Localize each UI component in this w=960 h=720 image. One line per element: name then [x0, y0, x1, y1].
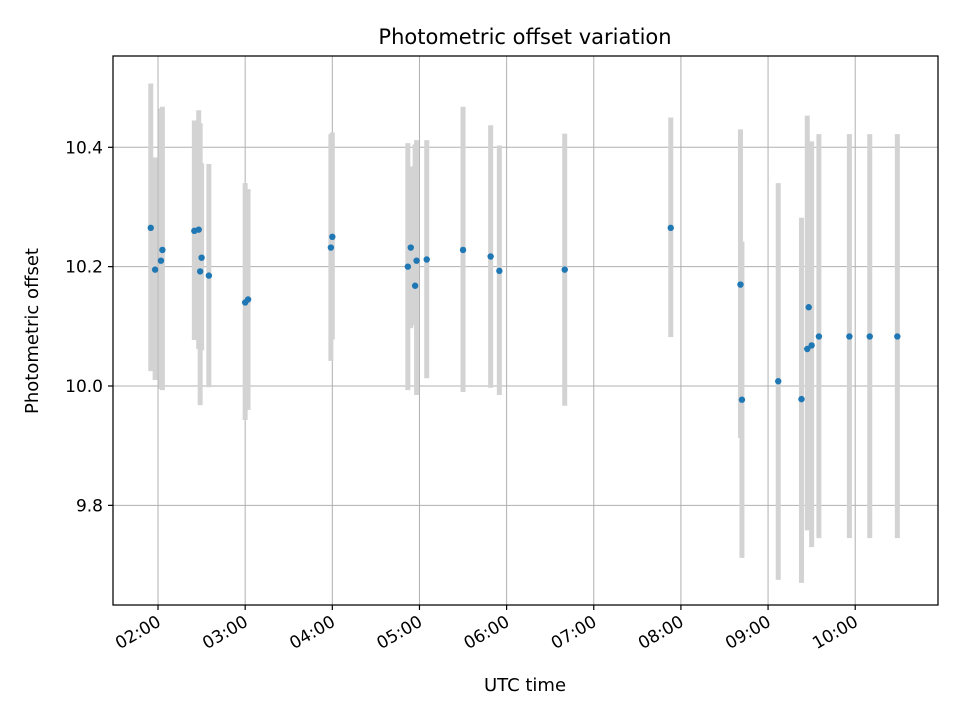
data-point: [804, 345, 811, 353]
y-tick-label: 10.2: [65, 258, 103, 278]
data-point: [459, 246, 467, 254]
data-point: [244, 296, 252, 303]
data-point: [667, 224, 674, 232]
data-point: [496, 267, 503, 275]
data-point: [815, 333, 823, 340]
y-tick-label: 10.0: [65, 377, 103, 397]
plot-area-frame: [112, 55, 939, 606]
data-point: [329, 233, 336, 241]
data-point: [411, 282, 419, 289]
y-tick-label: 10.4: [65, 138, 103, 158]
data-point: [805, 304, 812, 311]
grid-lines: [113, 56, 938, 605]
y-axis-label: Photometric offset: [22, 248, 43, 414]
data-point: [404, 263, 412, 270]
x-tick-label: 10:00: [809, 612, 861, 654]
data-point: [196, 268, 204, 275]
data-point: [407, 244, 414, 251]
data-point: [413, 257, 420, 264]
data-point: [147, 224, 154, 232]
data-point: [159, 246, 166, 254]
data-point: [798, 395, 805, 403]
y-tick-label: 9.8: [76, 496, 103, 516]
data-point: [866, 333, 873, 340]
data-point: [151, 266, 159, 273]
x-tick-label: 06:00: [461, 612, 513, 654]
x-tick-label: 08:00: [635, 612, 687, 654]
x-tick-label: 05:00: [374, 612, 426, 654]
y-axis-ticks: 9.8 10.0 10.2 10.4: [65, 138, 113, 516]
data-point: [423, 256, 430, 263]
data-point: [846, 333, 853, 340]
data-point: [205, 272, 213, 279]
data-point: [487, 253, 494, 260]
x-tick-label: 02:00: [112, 612, 164, 654]
x-tick-label: 03:00: [199, 612, 251, 654]
data-point: [195, 226, 202, 233]
chart-title: Photometric offset variation: [378, 25, 671, 49]
data-point: [327, 244, 335, 251]
data-point: [737, 281, 744, 288]
data-point: [157, 257, 165, 264]
data-point: [894, 333, 901, 340]
x-axis-label: UTC time: [484, 675, 566, 696]
data-point: [561, 266, 568, 273]
error-bars: [148, 83, 900, 583]
data-point: [738, 396, 746, 403]
data-point: [808, 342, 815, 349]
data-point: [198, 254, 205, 261]
data-point: [775, 378, 782, 385]
data-points: [147, 224, 901, 403]
x-axis-ticks: 02:00 03:00 04:00 05:00 06:00 07:00 08:00 09:00…: [112, 605, 862, 654]
x-tick-label: 09:00: [722, 612, 774, 654]
x-tick-label: 04:00: [286, 612, 338, 654]
x-tick-label: 07:00: [548, 612, 600, 654]
